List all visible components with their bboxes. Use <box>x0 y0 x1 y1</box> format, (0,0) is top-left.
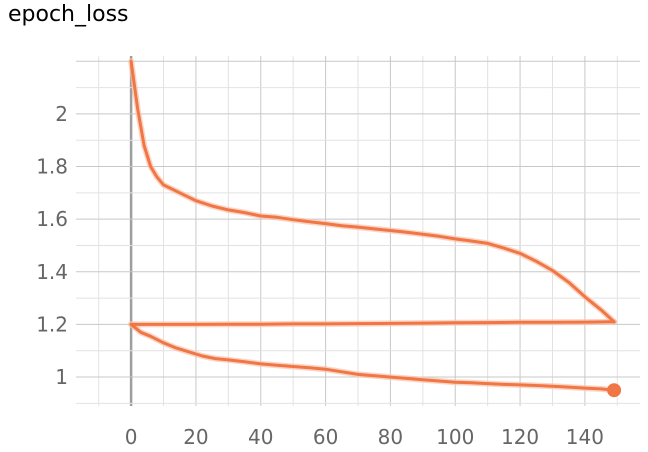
x-tick-label: 60 <box>313 425 338 449</box>
chart-title: epoch_loss <box>8 2 129 27</box>
x-tick-label: 20 <box>183 425 208 449</box>
y-tick-label: 1.8 <box>36 155 68 179</box>
y-tick-label: 2 <box>55 102 68 126</box>
raw-series-layer <box>128 58 618 394</box>
y-axis-ticks: 1 1.2 1.4 1.6 1.8 2 <box>36 102 68 389</box>
y-tick-label: 1.6 <box>36 207 68 231</box>
x-tick-label: 140 <box>566 425 604 449</box>
grid <box>76 56 640 406</box>
series-line[interactable] <box>129 322 616 392</box>
series-line[interactable] <box>129 59 616 324</box>
x-tick-label: 80 <box>378 425 403 449</box>
x-tick-label: 40 <box>248 425 273 449</box>
y-tick-label: 1 <box>55 365 68 389</box>
x-tick-label: 120 <box>501 425 539 449</box>
series-end-point[interactable] <box>607 383 622 398</box>
y-tick-label: 1.4 <box>36 260 68 284</box>
x-tick-label: 0 <box>125 425 138 449</box>
series-layer <box>129 59 622 398</box>
series-line[interactable] <box>129 320 616 326</box>
y-tick-label: 1.2 <box>36 312 68 336</box>
x-tick-label: 100 <box>436 425 474 449</box>
x-axis-ticks: 0 20 40 60 80 100 120 140 <box>125 425 604 449</box>
series-raw-line <box>128 58 618 325</box>
